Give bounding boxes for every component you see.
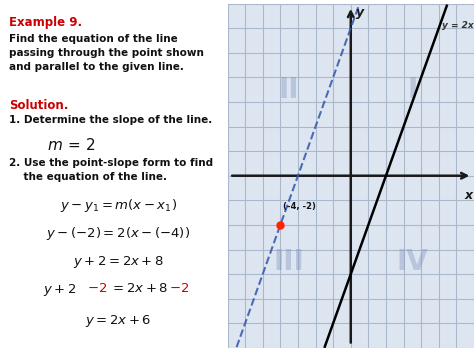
Text: $y-(-2)=2(x-(-4))$: $y-(-2)=2(x-(-4))$ [46,225,191,242]
Text: III: III [274,248,304,276]
Text: $-2$: $-2$ [86,282,107,295]
Text: $-2$: $-2$ [169,282,190,295]
Text: I: I [407,76,418,104]
Text: $y=2x+6$: $y=2x+6$ [85,313,152,329]
Text: IV: IV [397,248,428,276]
Text: $y+2$: $y+2$ [43,282,76,298]
Text: II: II [279,76,300,104]
Text: y: y [356,6,364,19]
Text: 1. Determine the slope of the line.: 1. Determine the slope of the line. [9,115,213,125]
Text: $m\,=\,2$: $m\,=\,2$ [47,137,95,153]
Text: y = 2x – 4: y = 2x – 4 [442,21,474,30]
Text: (-4, -2): (-4, -2) [283,202,316,211]
Text: $=2x+8$: $=2x+8$ [110,282,168,295]
Text: $y+2=2x+8$: $y+2=2x+8$ [73,254,164,270]
Text: $y-y_1=m(x-x_1)$: $y-y_1=m(x-x_1)$ [60,197,177,214]
Text: x: x [465,189,473,202]
Text: Solution.: Solution. [9,99,69,113]
Text: Example 9.: Example 9. [9,16,82,29]
Text: Find the equation of the line
passing through the point shown
and parallel to th: Find the equation of the line passing th… [9,34,204,72]
Text: 2. Use the point-slope form to find
    the equation of the line.: 2. Use the point-slope form to find the … [9,158,214,182]
